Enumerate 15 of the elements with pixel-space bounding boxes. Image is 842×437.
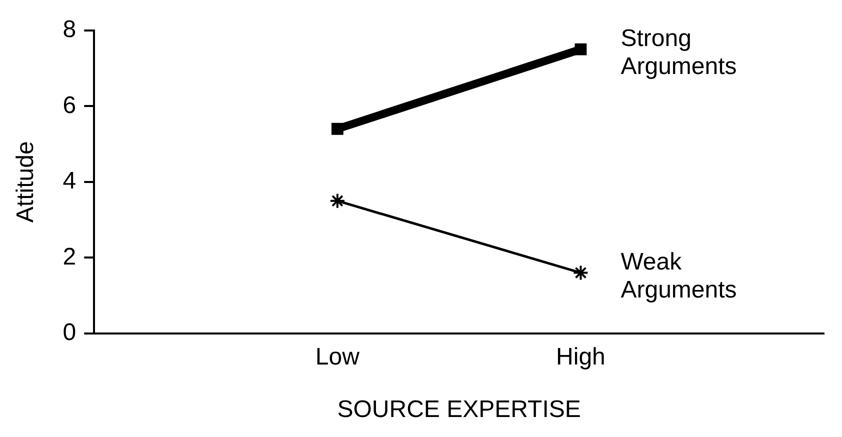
x-axis-title: SOURCE EXPERTISE — [337, 396, 581, 424]
series-label: Weak Arguments — [620, 248, 737, 304]
x-tick-label: High — [556, 343, 606, 370]
y-tick-label: 4 — [62, 168, 76, 195]
y-tick-label: 0 — [62, 319, 76, 346]
point — [331, 122, 344, 135]
y-tick-label: 2 — [62, 243, 76, 270]
series-label: Strong Arguments — [620, 24, 737, 80]
y-tick-label: 8 — [62, 16, 76, 44]
point — [572, 264, 589, 281]
y-tick-label: 6 — [62, 92, 76, 119]
y-axis-title: Attitude — [12, 141, 40, 223]
x-tick-label: Low — [315, 343, 360, 370]
point — [329, 192, 346, 209]
point — [574, 43, 587, 56]
